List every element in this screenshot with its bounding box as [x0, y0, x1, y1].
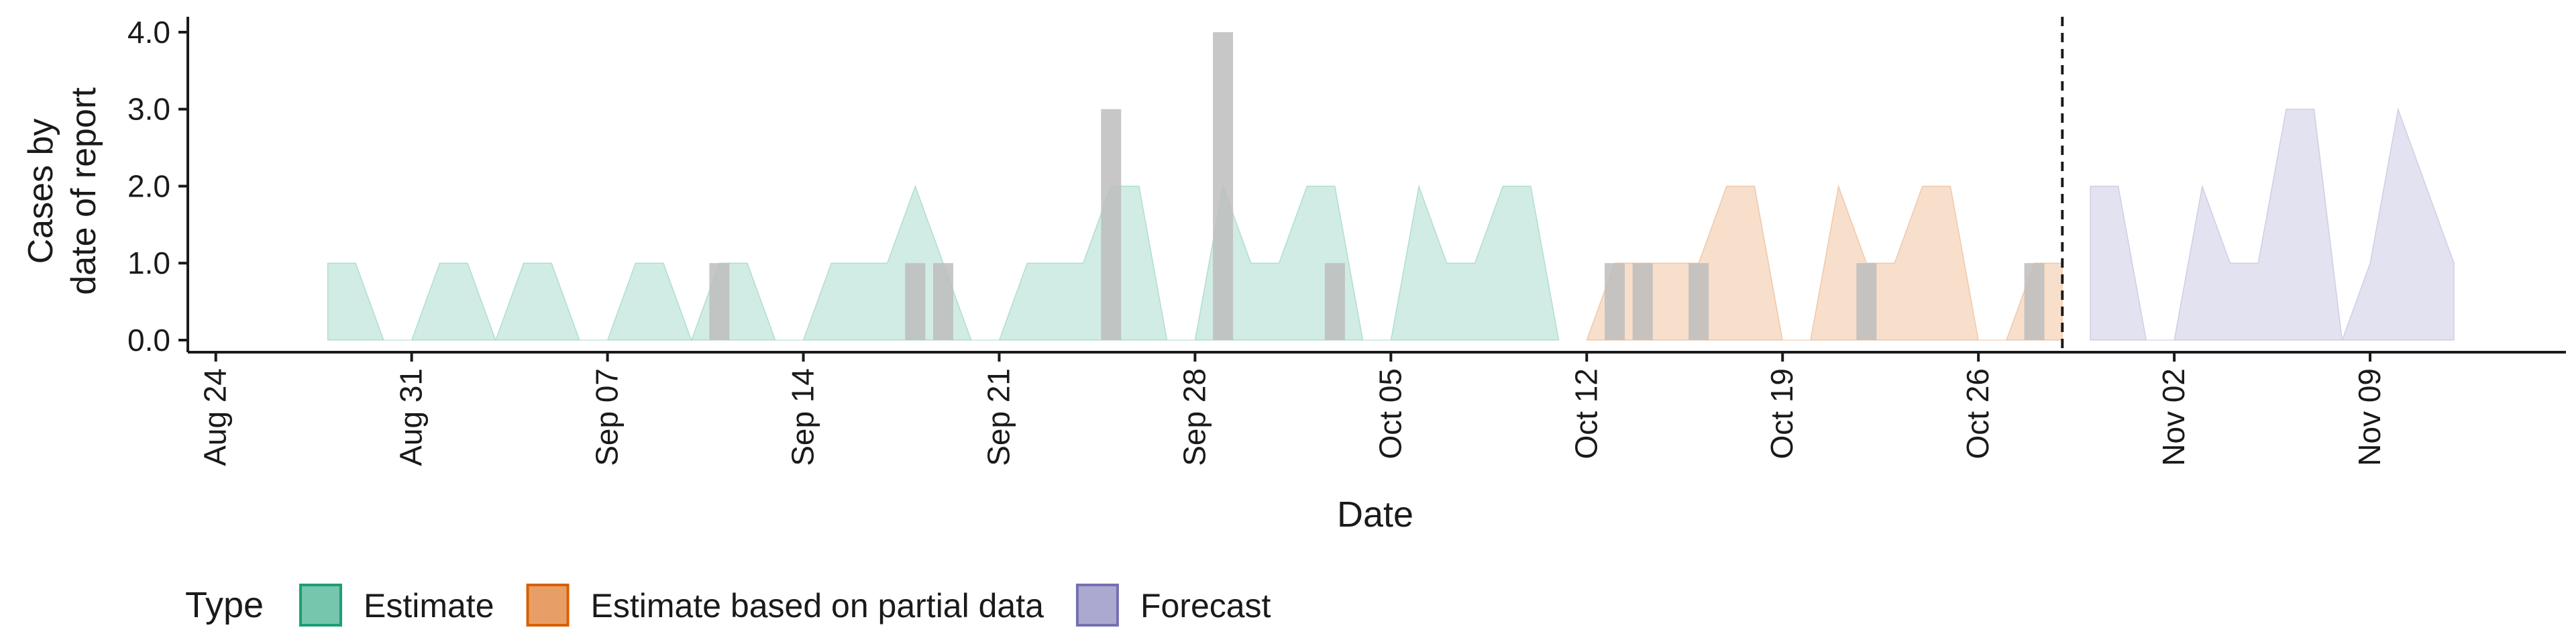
x-tick-label: Aug 24: [198, 368, 233, 466]
reported-cases-bar: [1605, 263, 1625, 340]
y-tick-label: 0.0: [127, 323, 170, 358]
x-tick-label: Sep 14: [786, 368, 820, 466]
x-axis-label: Date: [1337, 494, 1413, 535]
reported-cases-bar: [933, 263, 953, 340]
reported-cases-bar: [1632, 263, 1653, 340]
area-series-estimate-based-on-partial-data: [1586, 184, 2063, 341]
reported-cases-bar: [2024, 263, 2045, 340]
legend-swatch-estimate-based-on-partial-data: [526, 584, 570, 627]
x-tick-label: Nov 09: [2352, 368, 2387, 466]
y-tick-label: 4.0: [127, 15, 170, 50]
reported-cases-bar: [905, 263, 926, 340]
legend-label-estimate-based-on-partial-data: Estimate based on partial data: [591, 587, 1044, 625]
y-tick-label: 3.0: [127, 92, 170, 127]
y-axis-ticks: 0.0 1.0 2.0 3.0 4.0: [127, 15, 188, 358]
legend-swatch-forecast: [1075, 584, 1119, 627]
x-tick-label: Oct 26: [1960, 368, 1995, 460]
x-tick-label: Aug 31: [394, 368, 429, 466]
legend: Type Estimate Estimate based on partial da…: [185, 584, 1271, 627]
legend-swatch-estimate: [299, 584, 342, 627]
legend-title: Type: [185, 585, 264, 625]
reported-cases-bar-layer: [709, 32, 2045, 340]
legend-label-forecast: Forecast: [1140, 587, 1271, 625]
reported-cases-bar: [1856, 263, 1877, 340]
reported-cases-bar: [1324, 263, 1345, 340]
x-tick-label: Sep 21: [981, 368, 1016, 466]
x-tick-label: Oct 12: [1568, 368, 1603, 460]
area-layer: [327, 107, 2455, 342]
x-tick-label: Sep 28: [1177, 368, 1212, 466]
y-tick-label: 1.0: [127, 246, 170, 280]
x-tick-label: Nov 02: [2156, 368, 2191, 466]
area-series-forecast: [2090, 107, 2455, 341]
y-tick-label: 2.0: [127, 168, 170, 203]
x-tick-label: Sep 07: [590, 368, 625, 466]
reported-cases-bar: [1101, 109, 1122, 340]
reported-cases-bar: [1688, 263, 1709, 340]
x-axis-ticks: Aug 24 Aug 31 Sep 07 Sep 14 Sep 21 Sep 28 Oct …: [198, 352, 2387, 466]
legend-label-estimate: Estimate: [364, 587, 494, 625]
reported-cases-bar: [1213, 32, 1234, 340]
x-tick-label: Oct 19: [1764, 368, 1799, 460]
y-axis-label-line-2: date of report: [64, 87, 103, 295]
x-tick-label: Oct 05: [1373, 368, 1407, 460]
reported-cases-bar: [709, 263, 730, 340]
y-axis-label-line-1: Cases by: [21, 119, 60, 264]
